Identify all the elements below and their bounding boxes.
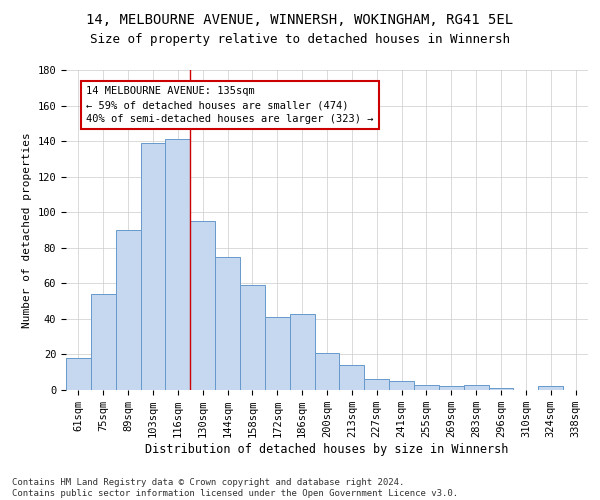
X-axis label: Distribution of detached houses by size in Winnersh: Distribution of detached houses by size … — [145, 443, 509, 456]
Y-axis label: Number of detached properties: Number of detached properties — [22, 132, 32, 328]
Bar — [140, 143, 166, 390]
Bar — [389, 381, 414, 390]
Bar — [464, 384, 488, 390]
Bar — [66, 358, 91, 390]
Bar — [215, 256, 240, 390]
Text: 14 MELBOURNE AVENUE: 135sqm
← 59% of detached houses are smaller (474)
40% of se: 14 MELBOURNE AVENUE: 135sqm ← 59% of det… — [86, 86, 373, 124]
Text: Contains HM Land Registry data © Crown copyright and database right 2024.
Contai: Contains HM Land Registry data © Crown c… — [12, 478, 458, 498]
Bar — [439, 386, 464, 390]
Bar — [240, 285, 265, 390]
Bar — [265, 317, 290, 390]
Bar — [414, 384, 439, 390]
Bar — [488, 388, 514, 390]
Text: Size of property relative to detached houses in Winnersh: Size of property relative to detached ho… — [90, 32, 510, 46]
Bar — [340, 365, 364, 390]
Bar — [314, 352, 340, 390]
Bar — [364, 380, 389, 390]
Bar — [166, 140, 190, 390]
Bar — [91, 294, 116, 390]
Bar — [538, 386, 563, 390]
Bar — [290, 314, 314, 390]
Bar — [190, 221, 215, 390]
Text: 14, MELBOURNE AVENUE, WINNERSH, WOKINGHAM, RG41 5EL: 14, MELBOURNE AVENUE, WINNERSH, WOKINGHA… — [86, 12, 514, 26]
Bar — [116, 230, 140, 390]
